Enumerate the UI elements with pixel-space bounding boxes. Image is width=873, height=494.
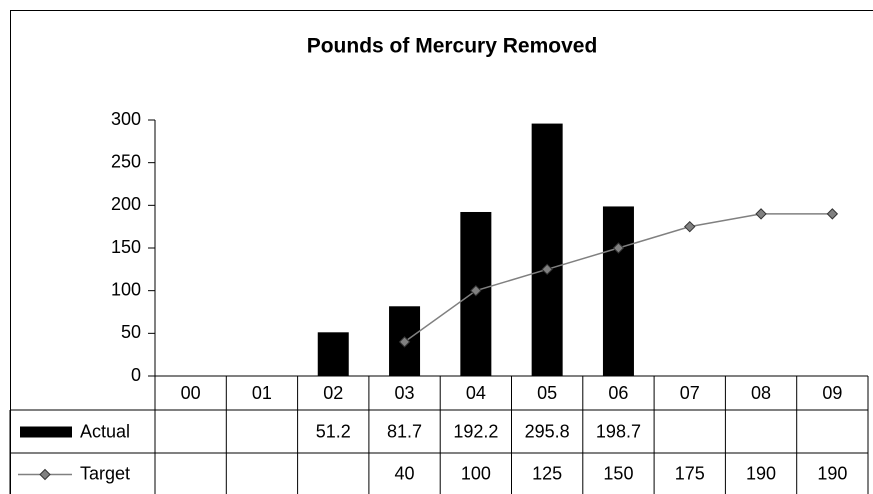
table-value: 40 — [395, 463, 415, 483]
table-value: 51.2 — [316, 421, 351, 441]
target-marker — [755, 208, 767, 220]
bar — [317, 332, 349, 376]
x-tick-label: 00 — [181, 383, 201, 403]
x-tick-label: 01 — [252, 383, 272, 403]
table-value: 192.2 — [453, 421, 498, 441]
target-marker — [684, 220, 696, 233]
table-value: 198.7 — [596, 421, 641, 441]
x-tick-label: 08 — [751, 383, 771, 403]
y-tick-label: 150 — [111, 237, 141, 257]
y-tick-label: 250 — [111, 151, 141, 171]
bar — [531, 123, 563, 376]
y-tick-label: 200 — [111, 194, 141, 214]
legend-label: Target — [80, 463, 130, 483]
table-value: 295.8 — [525, 421, 570, 441]
x-tick-label: 02 — [323, 383, 343, 403]
x-tick-label: 04 — [466, 383, 486, 403]
y-tick-label: 0 — [131, 365, 141, 385]
table-value: 100 — [461, 463, 491, 483]
table-value: 190 — [817, 463, 847, 483]
y-tick-label: 100 — [111, 279, 141, 299]
x-tick-label: 07 — [680, 383, 700, 403]
y-tick-label: 300 — [111, 109, 141, 129]
target-marker — [612, 242, 625, 254]
y-tick-label: 50 — [121, 322, 141, 342]
target-marker — [541, 263, 553, 276]
x-tick-label: 03 — [395, 383, 415, 403]
table-value: 81.7 — [387, 421, 422, 441]
chart-title: Pounds of Mercury Removed — [307, 35, 598, 58]
chart-border — [10, 10, 873, 494]
x-tick-label: 09 — [822, 383, 842, 403]
x-tick-label: 05 — [537, 383, 557, 403]
target-marker — [826, 208, 839, 220]
target-marker — [470, 284, 482, 297]
legend-key — [39, 468, 51, 481]
table-value: 175 — [675, 463, 705, 483]
table-value: 125 — [532, 463, 562, 483]
table-value: 150 — [603, 463, 633, 483]
x-tick-label: 06 — [608, 383, 628, 403]
target-marker — [398, 336, 411, 348]
legend-key — [20, 426, 72, 438]
table-value: 190 — [746, 463, 776, 483]
bar — [602, 206, 634, 376]
legend-label: Actual — [80, 421, 130, 441]
